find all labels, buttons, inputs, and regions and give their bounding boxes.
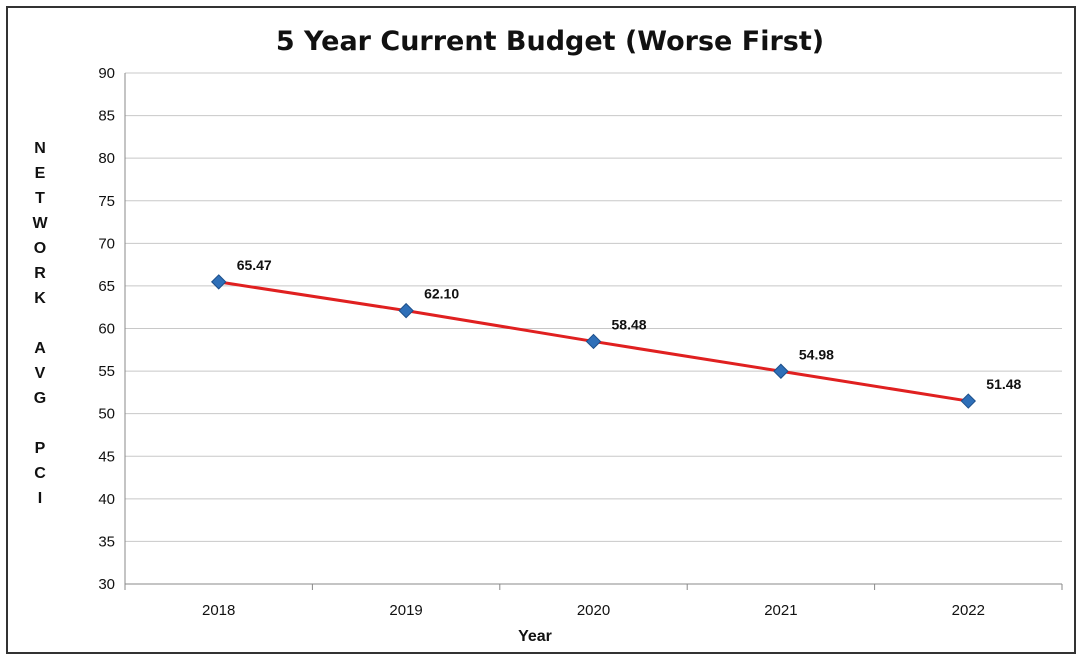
data-markers	[210, 274, 977, 409]
data-label-2020: 58.48	[612, 316, 647, 332]
y-tick-label-35: 35	[98, 533, 115, 550]
data-point-2019	[398, 302, 414, 319]
y-tick-label-70: 70	[98, 235, 115, 252]
data-point-2022	[960, 393, 977, 409]
x-tick-label-2019: 2019	[389, 602, 422, 619]
x-tick-labels: 2018 2019 2020 2021 2022	[202, 602, 985, 619]
data-label-2021: 54.98	[799, 346, 834, 362]
y-axis-label: N E T W O R K A V G P C I	[32, 140, 48, 507]
data-point-2021	[773, 363, 789, 379]
y-tick-label-30: 30	[98, 576, 115, 593]
y-tick-label-75: 75	[98, 193, 115, 210]
data-label-2018: 65.47	[237, 257, 272, 273]
axes	[124, 73, 1063, 590]
y-tick-label-90: 90	[98, 65, 115, 82]
data-label-2019: 62.10	[424, 286, 459, 302]
y-tick-label-40: 40	[98, 491, 115, 508]
data-label-2022: 51.48	[986, 376, 1021, 392]
data-point-2020	[585, 333, 602, 350]
y-tick-label-85: 85	[98, 108, 115, 125]
x-axis-title: Year	[518, 628, 552, 645]
y-tick-label-45: 45	[98, 448, 115, 465]
data-point-2018	[210, 274, 227, 290]
x-tick-label-2021: 2021	[764, 602, 797, 619]
x-tick-label-2020: 2020	[577, 602, 610, 619]
y-tick-label-50: 50	[98, 406, 115, 423]
chart-frame	[6, 6, 1076, 654]
gridlines	[125, 72, 1062, 585]
chart-title: 5 Year Current Budget (Worse First)	[275, 26, 825, 57]
y-tick-label-65: 65	[98, 278, 115, 295]
x-tick-label-2018: 2018	[202, 602, 235, 619]
y-tick-label-80: 80	[98, 150, 115, 167]
data-labels: 65.47 62.10 58.48 54.98 51.48	[237, 257, 1022, 392]
x-tick-label-2022: 2022	[952, 602, 985, 619]
y-tick-label-60: 60	[98, 321, 115, 338]
y-tick-labels: 30 35 40 45 50 55 60 65 70 75 80 85 90	[98, 65, 115, 593]
y-tick-label-55: 55	[98, 363, 115, 380]
